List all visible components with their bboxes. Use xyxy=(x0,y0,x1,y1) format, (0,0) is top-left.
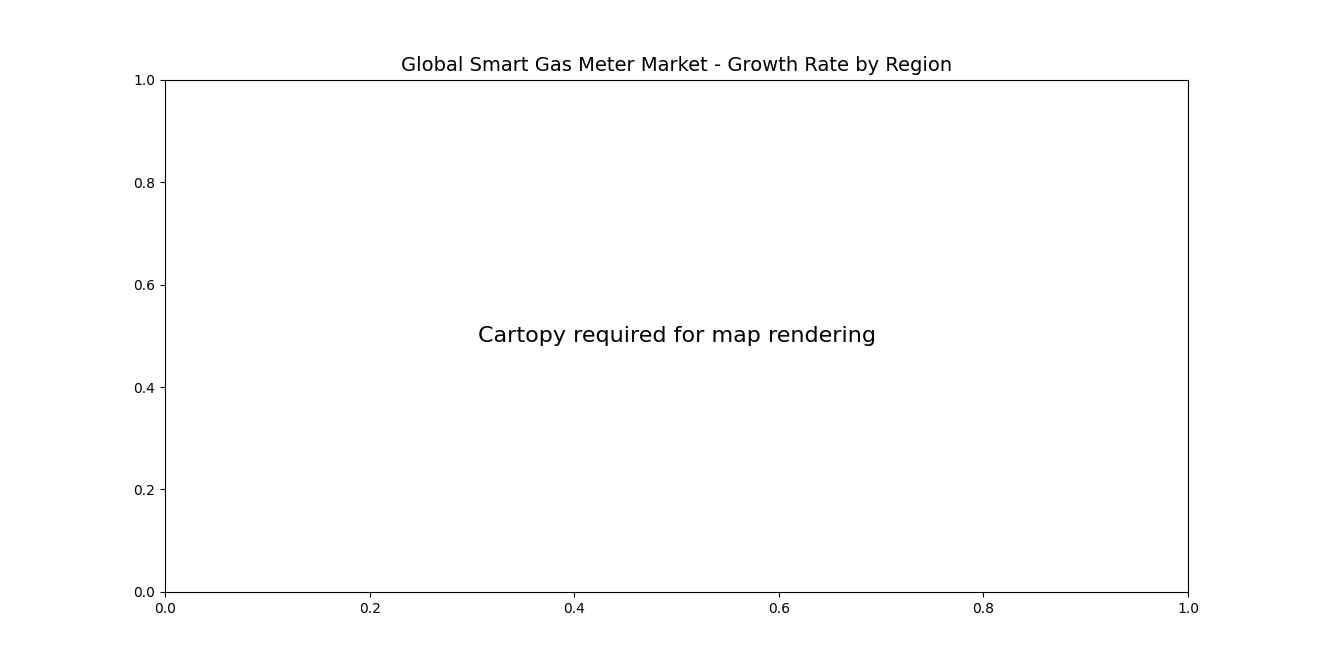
Text: Cartopy required for map rendering: Cartopy required for map rendering xyxy=(478,326,875,346)
Title: Global Smart Gas Meter Market - Growth Rate by Region: Global Smart Gas Meter Market - Growth R… xyxy=(401,57,952,75)
